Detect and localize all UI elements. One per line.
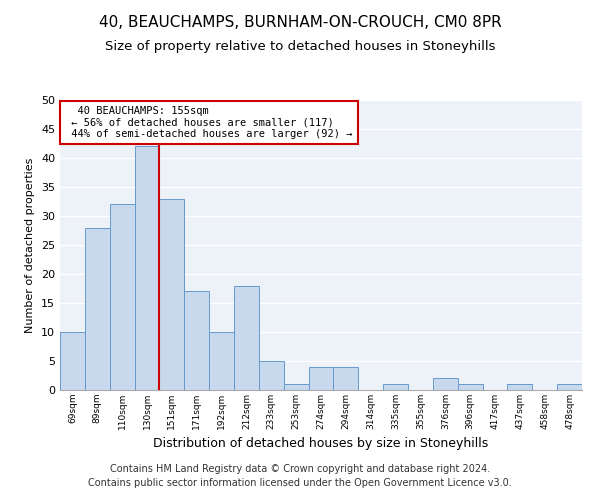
Y-axis label: Number of detached properties: Number of detached properties [25,158,35,332]
Bar [259,361,284,390]
Bar [433,378,458,390]
Bar [284,384,308,390]
X-axis label: Distribution of detached houses by size in Stoneyhills: Distribution of detached houses by size … [154,438,488,450]
Bar [383,384,408,390]
Bar [508,384,532,390]
Bar [234,286,259,390]
Text: 40 BEAUCHAMPS: 155sqm
 ← 56% of detached houses are smaller (117)
 44% of semi-d: 40 BEAUCHAMPS: 155sqm ← 56% of detached … [65,106,353,139]
Bar [110,204,134,390]
Bar [458,384,482,390]
Bar [308,367,334,390]
Text: 40, BEAUCHAMPS, BURNHAM-ON-CROUCH, CM0 8PR: 40, BEAUCHAMPS, BURNHAM-ON-CROUCH, CM0 8… [98,15,502,30]
Bar [160,198,184,390]
Bar [134,146,160,390]
Text: Contains HM Land Registry data © Crown copyright and database right 2024.
Contai: Contains HM Land Registry data © Crown c… [88,464,512,487]
Text: Size of property relative to detached houses in Stoneyhills: Size of property relative to detached ho… [105,40,495,53]
Bar [334,367,358,390]
Bar [557,384,582,390]
Bar [60,332,85,390]
Bar [209,332,234,390]
Bar [184,292,209,390]
Bar [85,228,110,390]
